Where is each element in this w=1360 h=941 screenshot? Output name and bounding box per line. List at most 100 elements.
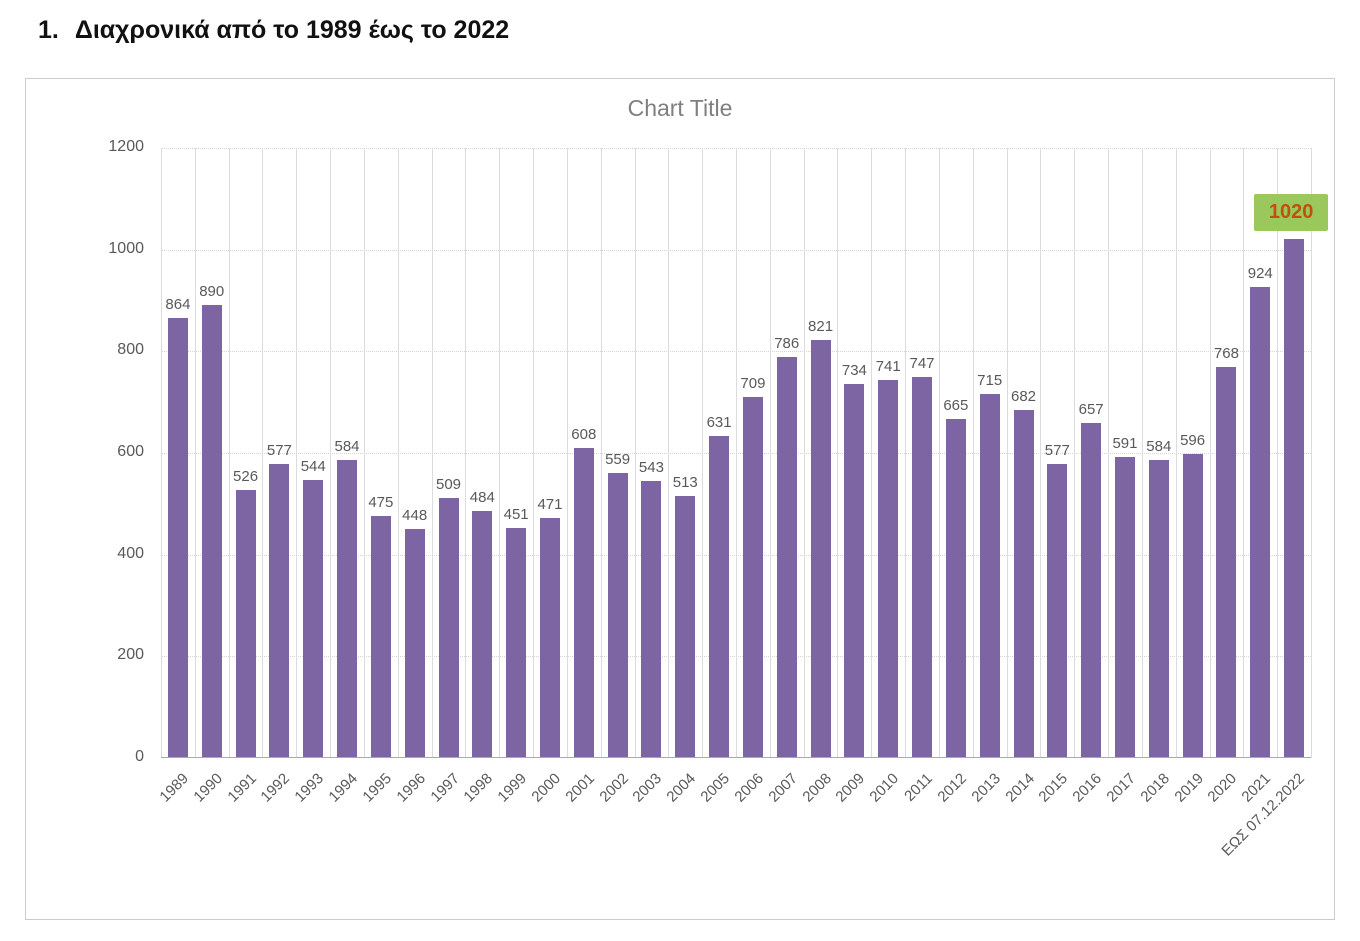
y-tick-label: 200 bbox=[117, 646, 144, 664]
bar-value-label: 584 bbox=[1146, 438, 1172, 456]
bar-value-label: 665 bbox=[943, 396, 969, 414]
gridline-v bbox=[465, 148, 467, 758]
bar-value-label: 471 bbox=[537, 495, 563, 513]
bar-value-label: 709 bbox=[740, 374, 766, 392]
bar-value-label: 484 bbox=[469, 488, 495, 506]
bar-1996 bbox=[404, 529, 425, 757]
bar-value-label: 591 bbox=[1112, 434, 1138, 452]
bar-value-label: 864 bbox=[165, 295, 191, 313]
bar-1990 bbox=[201, 304, 222, 757]
gridline-v bbox=[431, 148, 433, 758]
gridline-v bbox=[938, 148, 940, 758]
bar-2001 bbox=[573, 447, 594, 757]
bar-value-label: 513 bbox=[672, 474, 698, 492]
bar-value-label: 526 bbox=[233, 467, 259, 485]
bar-value-label: 715 bbox=[977, 371, 1003, 389]
bar-value-label: 786 bbox=[774, 335, 800, 353]
gridline-v bbox=[769, 148, 771, 758]
bar-1993 bbox=[303, 480, 324, 757]
bar-2021 bbox=[1250, 287, 1271, 757]
bar-2017 bbox=[1114, 456, 1135, 757]
bar-2019 bbox=[1182, 454, 1203, 757]
x-axis-line bbox=[161, 757, 1311, 758]
y-tick-label: 400 bbox=[117, 544, 144, 562]
bar-2016 bbox=[1081, 423, 1102, 757]
bar-1997 bbox=[438, 498, 459, 757]
gridline-v bbox=[1311, 148, 1312, 758]
gridline-v bbox=[1108, 148, 1110, 758]
y-tick-label: 600 bbox=[117, 443, 144, 460]
gridline-v bbox=[1243, 148, 1245, 758]
gridline-v bbox=[871, 148, 873, 758]
bar-value-label: 596 bbox=[1180, 432, 1206, 450]
bar-value-label: 451 bbox=[503, 505, 529, 523]
gridline-v bbox=[499, 148, 501, 758]
bar-value-label: 924 bbox=[1247, 265, 1273, 283]
y-tick-label: 1200 bbox=[108, 138, 144, 155]
bar-value-label: 768 bbox=[1213, 344, 1239, 362]
bar-2004 bbox=[675, 496, 696, 757]
bar-1994 bbox=[337, 460, 358, 757]
gridline-v bbox=[1209, 148, 1211, 758]
bar-value-label: 747 bbox=[909, 355, 935, 373]
gridline-v bbox=[702, 148, 704, 758]
bar-2015 bbox=[1047, 463, 1068, 757]
bar-1995 bbox=[370, 515, 391, 757]
gridline-v bbox=[296, 148, 298, 758]
gridline-v bbox=[397, 148, 399, 758]
bar-2011 bbox=[912, 377, 933, 757]
bar-value-label: 543 bbox=[638, 458, 664, 476]
gridline-v bbox=[1074, 148, 1076, 758]
bar-value-label: 657 bbox=[1078, 401, 1104, 419]
gridline-v bbox=[262, 148, 264, 758]
bar-value-label: 559 bbox=[605, 450, 631, 468]
gridline-v bbox=[803, 148, 805, 758]
bar-value-label: 544 bbox=[300, 458, 326, 476]
gridline-v bbox=[837, 148, 839, 758]
bar-2002 bbox=[607, 472, 628, 757]
bar-1999 bbox=[506, 527, 527, 757]
bar-value-label: 631 bbox=[706, 414, 732, 432]
gridline-v bbox=[972, 148, 974, 758]
bar-value-label: 475 bbox=[368, 493, 394, 511]
gridline-v bbox=[161, 148, 162, 758]
y-tick-label: 800 bbox=[117, 341, 144, 359]
y-tick-label: 1000 bbox=[108, 239, 144, 257]
gridline-v bbox=[330, 148, 332, 758]
bar-2003 bbox=[641, 480, 662, 757]
bar-value-label: 577 bbox=[1044, 441, 1070, 459]
highlight-badge: 1020 bbox=[1254, 193, 1329, 231]
gridline-v bbox=[668, 148, 670, 758]
gridline-v bbox=[1175, 148, 1177, 758]
gridline-v bbox=[736, 148, 737, 758]
y-tick-label: 0 bbox=[135, 748, 144, 765]
bar-value-label: 608 bbox=[571, 425, 597, 443]
bar-value-label: 577 bbox=[266, 441, 292, 459]
bar-2009 bbox=[844, 383, 865, 757]
bar-2020 bbox=[1216, 366, 1237, 757]
gridline-v bbox=[1006, 148, 1008, 758]
bar-2014 bbox=[1013, 410, 1034, 757]
gridline-v bbox=[1141, 148, 1143, 758]
bar-2005 bbox=[709, 436, 730, 757]
chart-title: Chart Title bbox=[627, 95, 733, 121]
gridline-v bbox=[1040, 148, 1042, 758]
bar-2000 bbox=[539, 517, 560, 757]
bar-2012 bbox=[945, 418, 966, 757]
bar-1998 bbox=[472, 510, 493, 757]
gridline-v bbox=[228, 148, 230, 758]
chart-container: Chart Title 864 890 526 577 544 584 475 448 509 4… bbox=[25, 78, 1335, 920]
gridline-v bbox=[566, 148, 568, 758]
bar-2006 bbox=[742, 396, 763, 757]
bar-value-label: 682 bbox=[1010, 388, 1037, 406]
bar-value-label: 448 bbox=[402, 507, 428, 525]
bar-2010 bbox=[878, 380, 899, 757]
bar-value-label: 734 bbox=[841, 361, 867, 379]
bar-value-label: 821 bbox=[808, 317, 834, 335]
bar-1989 bbox=[167, 317, 188, 757]
gridline-v bbox=[600, 148, 602, 758]
bar--07-12-2022 bbox=[1284, 238, 1305, 757]
gridline-v bbox=[363, 148, 365, 758]
bar-2008 bbox=[810, 339, 831, 757]
bar-2007 bbox=[776, 357, 797, 757]
